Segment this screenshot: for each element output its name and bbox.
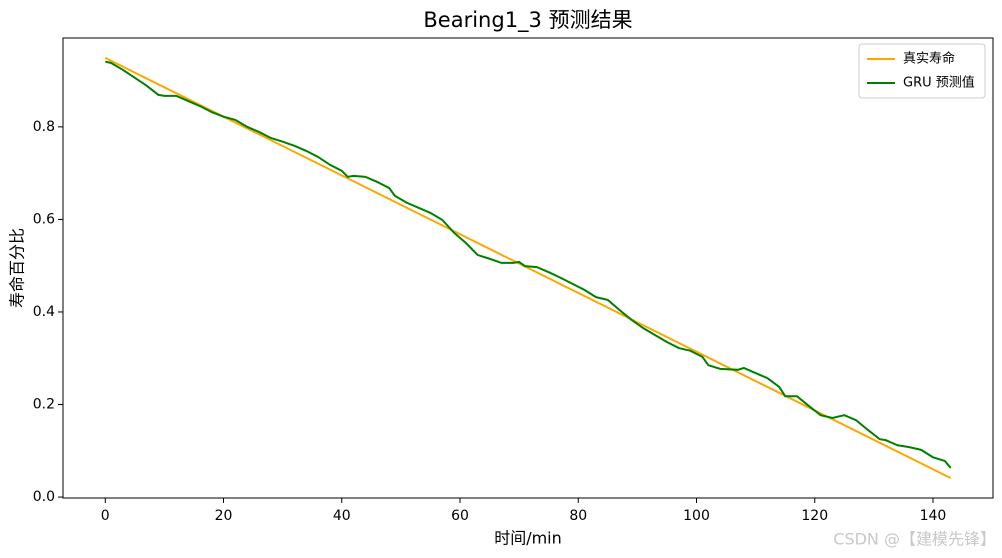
x-tick-label: 100 <box>683 508 710 524</box>
y-tick-label: 0.0 <box>33 489 55 505</box>
plot-frame <box>62 37 994 499</box>
x-tick-label: 80 <box>569 508 587 524</box>
x-tick-label: 140 <box>920 508 947 524</box>
y-tick-label: 0.2 <box>33 397 55 413</box>
legend-label: GRU 预测值 <box>903 75 975 91</box>
x-tick-label: 120 <box>801 508 828 524</box>
x-axis-label: 时间/min <box>494 529 562 548</box>
y-tick-label: 0.6 <box>33 211 55 227</box>
data-line <box>105 60 952 469</box>
x-tick-label: 20 <box>215 508 233 524</box>
legend-box <box>858 43 986 99</box>
data-line <box>104 57 952 479</box>
legend-label: 真实寿命 <box>903 51 955 67</box>
y-tick-label: 0.4 <box>33 304 55 320</box>
x-tick-label: 60 <box>451 508 469 524</box>
watermark: CSDN @【建模先锋】 <box>833 530 996 549</box>
y-tick-label: 0.8 <box>33 119 55 135</box>
y-axis-label: 寿命百分比 <box>8 228 27 308</box>
x-tick-label: 40 <box>333 508 351 524</box>
chart-title: Bearing1_3 预测结果 <box>423 8 632 33</box>
x-tick-label: 0 <box>101 508 110 524</box>
